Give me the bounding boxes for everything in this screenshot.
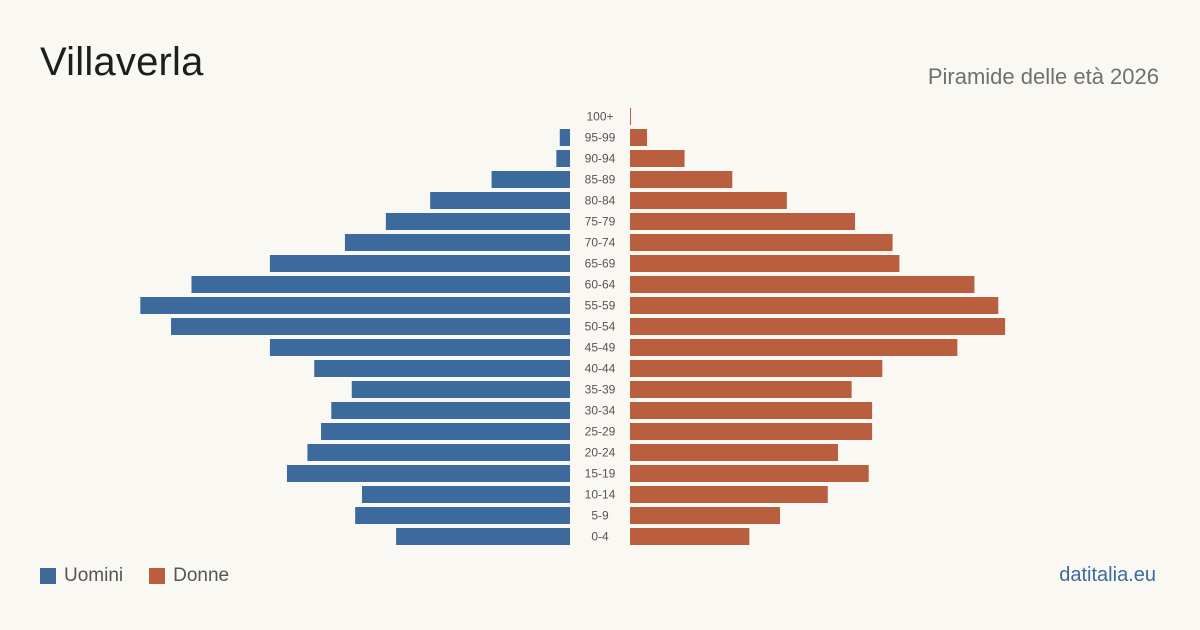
bar-men-5-9 bbox=[355, 507, 570, 524]
bar-men-10-14 bbox=[361, 486, 570, 503]
bar-men-0-4 bbox=[396, 528, 570, 545]
bar-women-45-49 bbox=[630, 339, 958, 356]
age-label-80-84: 80-84 bbox=[585, 194, 616, 208]
bar-women-85-89 bbox=[630, 171, 733, 188]
age-label-15-19: 15-19 bbox=[585, 467, 616, 481]
age-label-55-59: 55-59 bbox=[585, 299, 616, 313]
chart-subtitle: Piramide delle età 2026 bbox=[927, 64, 1159, 89]
age-label-90-94: 90-94 bbox=[585, 152, 616, 166]
age-label-10-14: 10-14 bbox=[585, 488, 616, 502]
age-label-70-74: 70-74 bbox=[585, 236, 616, 250]
age-label-45-49: 45-49 bbox=[585, 341, 616, 355]
age-label-20-24: 20-24 bbox=[585, 446, 616, 460]
bar-men-60-64 bbox=[191, 276, 571, 293]
bar-women-65-69 bbox=[630, 255, 900, 272]
bar-men-25-29 bbox=[321, 423, 570, 440]
bar-women-35-39 bbox=[630, 381, 852, 398]
bar-women-75-79 bbox=[630, 213, 856, 230]
age-label-65-69: 65-69 bbox=[585, 257, 616, 271]
bar-women-80-84 bbox=[630, 192, 787, 209]
bar-women-60-64 bbox=[630, 276, 975, 293]
bar-women-25-29 bbox=[630, 423, 873, 440]
bar-women-20-24 bbox=[630, 444, 839, 461]
bar-men-80-84 bbox=[430, 192, 570, 209]
bar-men-55-59 bbox=[140, 297, 570, 314]
bar-women-30-34 bbox=[630, 402, 873, 419]
age-label-0-4: 0-4 bbox=[591, 530, 609, 544]
bar-men-90-94 bbox=[556, 150, 570, 167]
bar-women-90-94 bbox=[630, 150, 685, 167]
age-label-85-89: 85-89 bbox=[585, 173, 616, 187]
bar-men-50-54 bbox=[171, 318, 570, 335]
age-label-75-79: 75-79 bbox=[585, 215, 616, 229]
bar-men-85-89 bbox=[491, 171, 570, 188]
bar-men-70-74 bbox=[344, 234, 570, 251]
bar-men-30-34 bbox=[331, 402, 570, 419]
bar-men-65-69 bbox=[269, 255, 570, 272]
bar-women-50-54 bbox=[630, 318, 1006, 335]
bar-women-40-44 bbox=[630, 360, 883, 377]
bar-women-70-74 bbox=[630, 234, 893, 251]
bar-women-55-59 bbox=[630, 297, 999, 314]
age-label-30-34: 30-34 bbox=[585, 404, 616, 418]
legend-label-women: Donne bbox=[173, 565, 230, 586]
legend-label-men: Uomini bbox=[64, 565, 124, 586]
age-label-25-29: 25-29 bbox=[585, 425, 616, 439]
legend: Uomini Donne bbox=[40, 565, 255, 587]
age-label-35-39: 35-39 bbox=[585, 383, 616, 397]
age-label-60-64: 60-64 bbox=[585, 278, 616, 292]
bar-women-0-4 bbox=[630, 528, 750, 545]
bar-men-35-39 bbox=[351, 381, 570, 398]
source-link[interactable]: datitalia.eu bbox=[1059, 564, 1156, 586]
legend-swatch-men bbox=[40, 568, 56, 584]
bar-women-5-9 bbox=[630, 507, 781, 524]
bar-men-20-24 bbox=[307, 444, 570, 461]
age-label-100+: 100+ bbox=[586, 110, 613, 124]
legend-swatch-women bbox=[149, 568, 166, 584]
bar-men-75-79 bbox=[385, 213, 570, 230]
age-label-5-9: 5-9 bbox=[591, 509, 609, 523]
bar-women-100+ bbox=[630, 108, 632, 125]
age-label-95-99: 95-99 bbox=[585, 131, 616, 145]
bar-men-15-19 bbox=[286, 465, 570, 482]
bar-men-45-49 bbox=[269, 339, 570, 356]
bar-women-15-19 bbox=[630, 465, 869, 482]
page-title: Villaverla bbox=[40, 40, 204, 84]
age-label-50-54: 50-54 bbox=[585, 320, 616, 334]
legend-item-men: Uomini bbox=[40, 565, 123, 587]
bar-men-95-99 bbox=[559, 129, 570, 146]
bar-men-40-44 bbox=[314, 360, 570, 377]
legend-item-women: Donne bbox=[149, 565, 229, 587]
bar-women-10-14 bbox=[630, 486, 828, 503]
bar-women-95-99 bbox=[630, 129, 648, 146]
age-label-40-44: 40-44 bbox=[585, 362, 616, 376]
